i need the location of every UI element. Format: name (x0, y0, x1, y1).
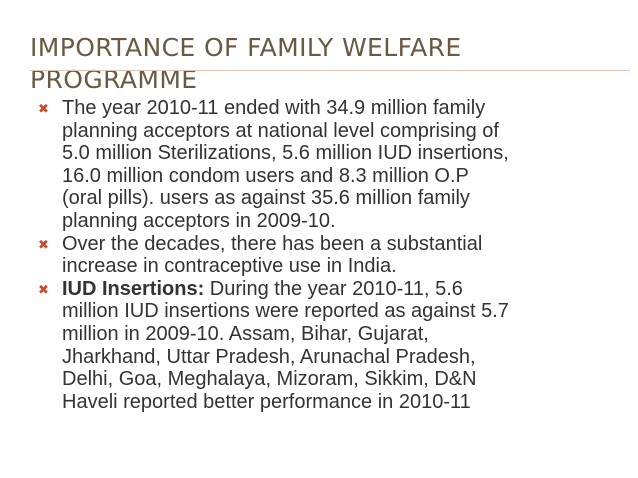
x-bullet-icon: ✖ (38, 101, 49, 116)
slide-title: IMPORTANCE OF FAMILY WELFARE PROGRAMME (30, 32, 630, 96)
bullet-3-line-2: million IUD insertions were reported as … (62, 300, 509, 323)
bullet-3-heading: IUD Insertions: (62, 277, 205, 300)
bullet-1-line-6: planning acceptors in 2009-10. (62, 209, 336, 232)
bullet-text-1: The year 2010-11 ended with 34.9 million… (62, 97, 509, 233)
title-line-1: IMPORTANCE OF FAMILY WELFARE (30, 33, 462, 62)
bullet-3-line-6: Haveli reported better performance in 20… (62, 390, 471, 413)
bullet-1-line-5: (oral pills). users as against 35.6 mill… (62, 187, 470, 210)
bullet-1-line-3: 5.0 million Sterilizations, 5.6 million … (62, 142, 509, 165)
bullet-text-2: Over the decades, there has been a subst… (62, 233, 482, 278)
x-bullet-icon: ✖ (38, 236, 49, 252)
bullet-3-line-4: Jharkhand, Uttar Pradesh, Arunachal Prad… (62, 345, 476, 368)
bullet-2-line-1: Over the decades, there has been a subst… (62, 232, 483, 255)
bullet-3-line-3: million in 2009-10. Assam, Bihar, Gujara… (62, 322, 429, 345)
bullet-1-line-2: planning acceptors at national level com… (62, 119, 499, 142)
bullet-2-line-2: increase in contraceptive use in India. (62, 255, 397, 278)
bullet-item-2: ✖ Over the decades, there has been a sub… (38, 233, 608, 278)
bullet-text-3: IUD Insertions: During the year 2010-11,… (62, 278, 509, 414)
bullet-list: ✖ The year 2010-11 ended with 34.9 milli… (38, 97, 608, 413)
bullet-item-1: ✖ The year 2010-11 ended with 34.9 milli… (38, 97, 608, 233)
bullet-item-3: ✖ IUD Insertions: During the year 2010-1… (38, 278, 608, 414)
title-underline (30, 70, 630, 71)
bullet-1-line-1: The year 2010-11 ended with 34.9 million… (62, 97, 486, 119)
bullet-3-line-5: Delhi, Goa, Meghalaya, Mizoram, Sikkim, … (62, 368, 477, 391)
bullet-1-line-4: 16.0 million condom users and 8.3 millio… (62, 164, 469, 187)
x-bullet-icon: ✖ (38, 281, 49, 297)
title-line-2: PROGRAMME (30, 65, 198, 94)
bullet-3-line-1: During the year 2010-11, 5.6 (204, 277, 463, 300)
